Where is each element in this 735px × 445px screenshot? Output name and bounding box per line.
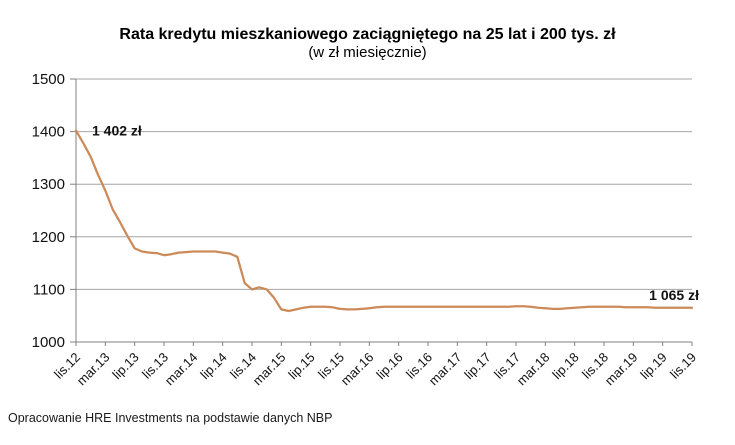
x-tick-label: mar.17	[426, 350, 465, 389]
x-tick-label: lip.18	[549, 350, 582, 383]
x-tick-label: lip.19	[637, 350, 670, 383]
data-point-label: 1 065 zł	[649, 287, 699, 303]
y-tick-label: 1400	[32, 124, 65, 141]
x-tick-label: lip.15	[285, 350, 318, 383]
source-note: Opracowanie HRE Investments na podstawie…	[8, 411, 333, 425]
y-tick-label: 1100	[33, 281, 65, 298]
x-tick-label: mar.13	[74, 350, 113, 389]
x-tick-label: lip.16	[373, 350, 406, 383]
x-tick-label: mar.18	[514, 350, 553, 389]
x-tick-label: lis.19	[667, 350, 699, 382]
series-line	[74, 129, 694, 313]
x-tick-label: lip.13	[109, 350, 142, 383]
chart-subtitle: (w zł miesięcznie)	[308, 44, 427, 61]
y-tick-label: 1300	[32, 176, 65, 193]
x-tick-label: mar.16	[338, 350, 377, 389]
x-tick-label: mar.19	[602, 350, 641, 389]
x-tick-label: lip.14	[197, 350, 230, 383]
y-tick-label: 1500	[32, 71, 65, 88]
data-point-label: 1 402 zł	[92, 123, 142, 139]
x-tick-label: mar.14	[162, 350, 201, 389]
x-tick-label: mar.15	[250, 350, 289, 389]
chart-title: Rata kredytu mieszkaniowego zaciągnięteg…	[119, 25, 616, 43]
y-tick-label: 1000	[32, 334, 65, 351]
y-tick-label: 1200	[32, 229, 65, 246]
x-tick-label: lip.17	[461, 350, 494, 383]
